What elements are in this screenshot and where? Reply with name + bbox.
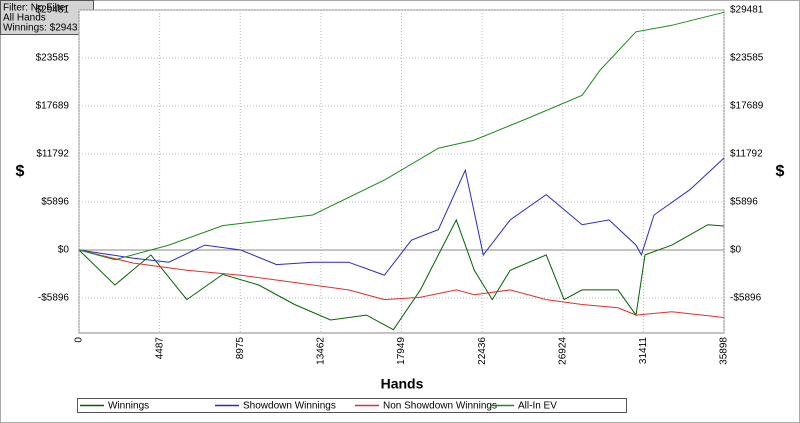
- x-tick-label: 13462: [316, 337, 327, 365]
- x-tick-label: 4487: [154, 337, 165, 360]
- plot-area: [78, 9, 725, 334]
- y2-tick-label: $11792: [730, 149, 763, 160]
- y2-tick-label: -$5896: [730, 293, 762, 304]
- y-tick-label: $11792: [36, 149, 69, 160]
- y-tick-label: $5896: [41, 197, 69, 208]
- y-tick-label: $23585: [36, 53, 70, 64]
- x-tick-label: 17949: [396, 337, 407, 365]
- y2-tick-label: $0: [730, 245, 742, 256]
- x-tick-label: 8975: [235, 337, 246, 360]
- legend-label: Winnings: [108, 401, 149, 412]
- y-tick-label: -$5896: [38, 293, 70, 304]
- legend-label: All-In EV: [518, 401, 557, 412]
- info-hands: All Hands: [3, 13, 46, 24]
- y2-axis-title: $: [776, 163, 785, 180]
- x-tick-label: 35898: [719, 337, 730, 365]
- y2-tick-label: $29481: [730, 5, 764, 16]
- series-line: [78, 249, 725, 318]
- y-tick-label: $0: [58, 245, 70, 256]
- y2-tick-label: $5896: [730, 197, 758, 208]
- x-tick-label: 0: [74, 337, 85, 343]
- x-tick-label: 22436: [477, 337, 488, 365]
- y2-tick-label: $23585: [730, 53, 764, 64]
- legend-label: Showdown Winnings: [243, 401, 336, 412]
- y2-tick-label: $17689: [730, 101, 764, 112]
- info-filter: Filter: No Filter: [3, 3, 69, 14]
- x-tick-label: 26924: [557, 337, 568, 365]
- x-tick-label: 31411: [638, 337, 649, 365]
- x-axis-title: Hands: [381, 376, 424, 392]
- info-winnings: Winnings: $2943.05: [3, 23, 92, 34]
- info-box: [0, 0, 94, 35]
- y-tick-label: $17689: [36, 101, 70, 112]
- legend-label: Non Showdown Winnings: [383, 401, 497, 412]
- series-line: [78, 157, 725, 276]
- series-line: [78, 11, 725, 261]
- series-line: [78, 218, 725, 331]
- y-tick-label: $29481: [36, 5, 70, 16]
- legend: [77, 398, 627, 413]
- y-axis-title: $: [16, 163, 25, 180]
